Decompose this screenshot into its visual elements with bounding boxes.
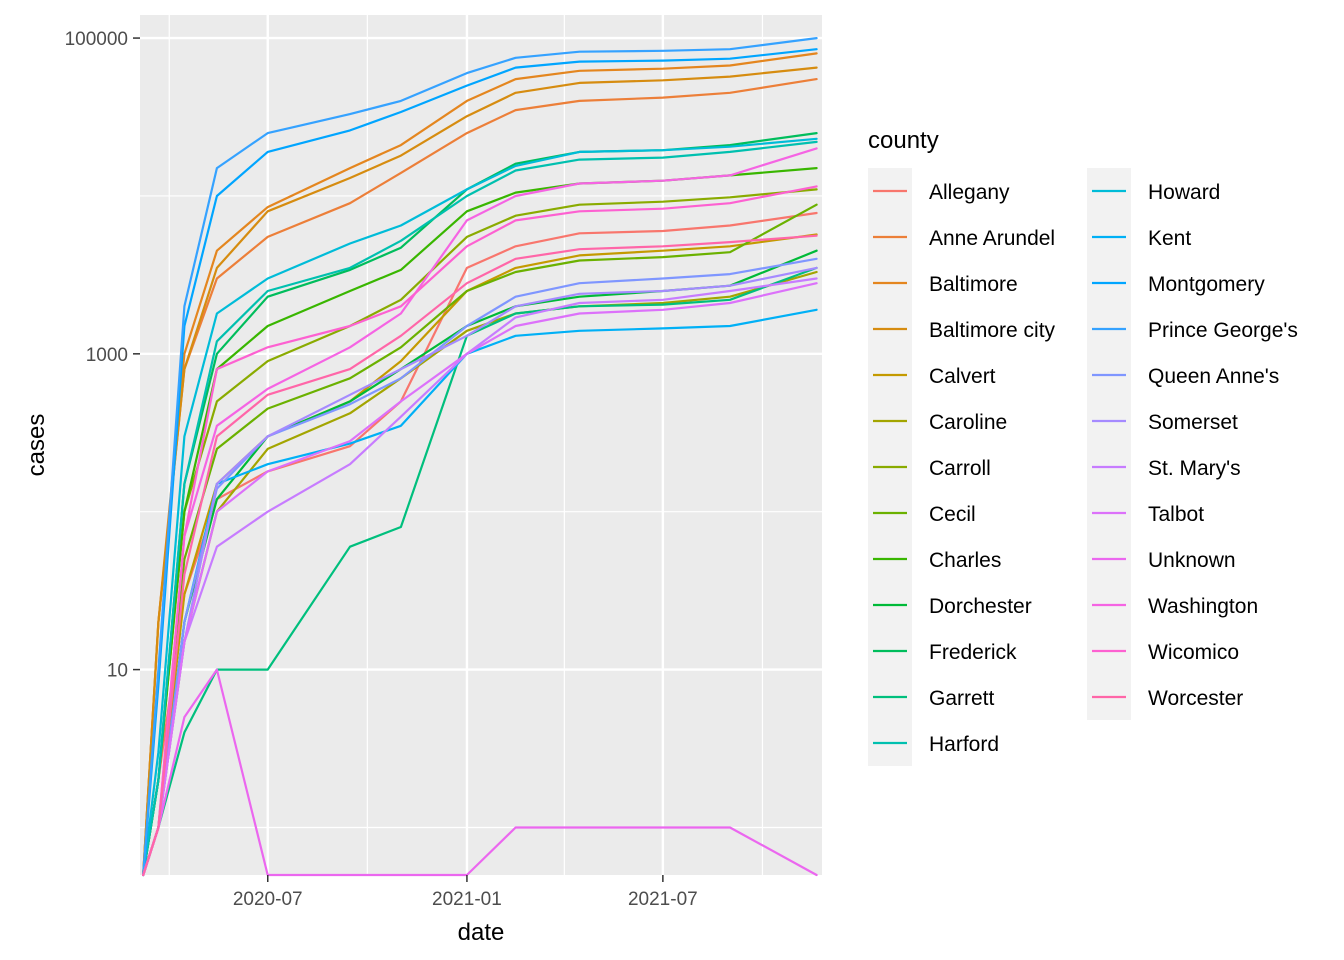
legend-label-howard: Howard (1148, 181, 1220, 204)
legend-label-washington: Washington (1148, 595, 1258, 618)
series-line-garrett (142, 266, 818, 877)
series-line-calvert (142, 233, 818, 877)
x-axis-title: date (458, 919, 505, 946)
series-line-baltimore-city (142, 66, 818, 877)
legend-label-kent: Kent (1148, 227, 1191, 250)
legend-items: Allegany Anne Arundel Baltimore Baltimore c… (873, 181, 1298, 756)
legend-label-dorchester: Dorchester (929, 595, 1032, 618)
y-tick-label: 1000 (86, 345, 128, 366)
major-gridlines (140, 15, 822, 875)
series-line-unknown (142, 668, 818, 877)
series-line-montgomery (142, 48, 818, 877)
legend-label-carroll: Carroll (929, 457, 991, 480)
minor-gridlines (140, 15, 822, 875)
legend-label-wicomico: Wicomico (1148, 641, 1239, 664)
legend-label-prince-george-s: Prince George's (1148, 319, 1298, 342)
legend-label-talbot: Talbot (1148, 503, 1204, 526)
legend-label-worcester: Worcester (1148, 687, 1243, 710)
series-line-wicomico (142, 185, 818, 877)
series-line-cecil (142, 203, 818, 877)
legend-label-cecil: Cecil (929, 503, 976, 526)
legend-column-2-background (1087, 168, 1131, 720)
legend-label-st-mary-s: St. Mary's (1148, 457, 1241, 480)
y-axis: 100000 1000 10 (65, 29, 140, 682)
legend-label-calvert: Calvert (929, 365, 996, 388)
plot-panel (140, 15, 822, 875)
series-line-howard (142, 137, 818, 877)
legend-label-harford: Harford (929, 733, 999, 756)
legend-label-allegany: Allegany (929, 181, 1010, 204)
x-axis: 2020-07 2021-01 2021-07 (233, 875, 698, 910)
legend-label-garrett: Garrett (929, 687, 995, 710)
x-tick-label: 2021-01 (432, 889, 502, 910)
legend: county Allegany Anne Arundel Baltimore Balt… (868, 127, 1298, 766)
legend-label-somerset: Somerset (1148, 411, 1238, 434)
y-tick-label: 10 (107, 661, 128, 682)
legend-label-anne-arundel: Anne Arundel (929, 227, 1055, 250)
series-line-talbot (142, 282, 818, 877)
y-axis-title: cases (23, 414, 50, 477)
legend-label-queen-anne-s: Queen Anne's (1148, 365, 1279, 388)
series-line-worcester (142, 234, 818, 877)
legend-label-caroline: Caroline (929, 411, 1007, 434)
legend-label-montgomery: Montgomery (1148, 273, 1265, 296)
series-line-baltimore (142, 52, 818, 877)
legend-label-baltimore: Baltimore (929, 273, 1018, 296)
legend-label-unknown: Unknown (1148, 549, 1236, 572)
series-line-prince-george-s (142, 36, 818, 877)
series-lines (142, 36, 818, 877)
legend-label-frederick: Frederick (929, 641, 1017, 664)
y-tick-label: 100000 (65, 29, 128, 50)
x-tick-label: 2020-07 (233, 889, 303, 910)
series-line-queen-anne-s (142, 257, 818, 877)
x-tick-label: 2021-07 (628, 889, 698, 910)
series-line-harford (142, 140, 818, 877)
legend-label-baltimore-city: Baltimore city (929, 319, 1056, 342)
legend-title: county (868, 127, 939, 154)
legend-label-charles: Charles (929, 549, 1001, 572)
